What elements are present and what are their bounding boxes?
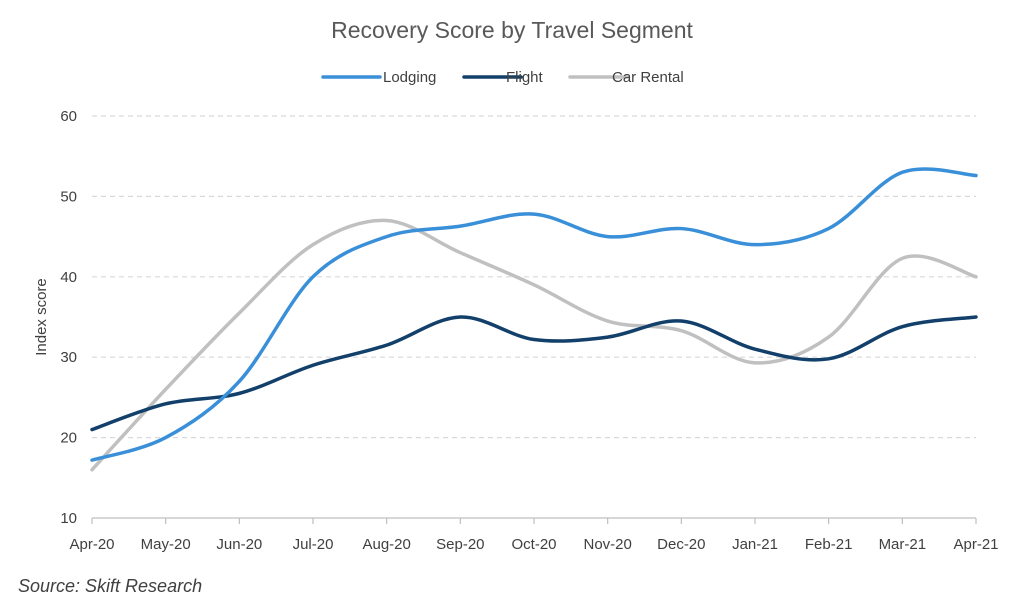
x-tick-label: Jan-21 xyxy=(732,536,778,553)
y-axis-ticks: 10 20 30 40 50 60 xyxy=(60,108,77,527)
data-point-car-rental xyxy=(165,389,166,390)
series-line-flight xyxy=(90,315,978,432)
series-line-car-rental xyxy=(90,218,978,472)
x-axis-ticks: Apr-20 May-20 Jun-20 Jul-20 Aug-20 Sep-20 Oct-… xyxy=(69,518,999,553)
x-tick-label: Nov-20 xyxy=(583,536,631,553)
data-point-car-rental xyxy=(313,244,314,245)
source-note: Source: Skift Research xyxy=(18,576,202,596)
x-tick-label: Dec-20 xyxy=(657,536,705,553)
data-point-lodging xyxy=(755,244,756,245)
y-tick-label: 30 xyxy=(60,349,77,366)
data-point-flight xyxy=(755,349,756,350)
data-point-car-rental xyxy=(755,362,756,363)
data-point-lodging xyxy=(607,236,608,237)
legend-label-lodging: Lodging xyxy=(383,69,436,86)
data-point-car-rental xyxy=(902,258,903,259)
legend-label-car-rental: Car Rental xyxy=(612,69,684,86)
data-point-flight xyxy=(165,403,166,404)
data-point-lodging xyxy=(239,381,240,382)
data-point-car-rental xyxy=(607,321,608,322)
data-point-flight xyxy=(681,321,682,322)
data-point-lodging xyxy=(681,228,682,229)
data-point-lodging xyxy=(976,175,977,176)
data-point-lodging xyxy=(92,460,93,461)
data-point-car-rental xyxy=(828,337,829,338)
x-tick-label: Apr-20 xyxy=(69,536,114,553)
y-tick-label: 50 xyxy=(60,188,77,205)
gridlines xyxy=(92,115,976,439)
y-tick-label: 60 xyxy=(60,108,77,125)
x-tick-label: Feb-21 xyxy=(805,536,853,553)
y-tick-label: 20 xyxy=(60,430,77,447)
data-point-flight xyxy=(313,365,314,366)
data-point-car-rental xyxy=(534,284,535,285)
data-point-flight xyxy=(902,326,903,327)
data-point-lodging xyxy=(386,236,387,237)
data-point-car-rental xyxy=(92,469,93,470)
data-point-flight xyxy=(386,345,387,346)
data-point-lodging xyxy=(313,276,314,277)
y-tick-label: 10 xyxy=(60,510,77,527)
series-lines xyxy=(90,167,978,472)
chart-title: Recovery Score by Travel Segment xyxy=(331,17,693,43)
x-tick-label: Aug-20 xyxy=(362,536,410,553)
data-point-flight xyxy=(239,393,240,394)
data-point-car-rental xyxy=(976,276,977,277)
x-tick-label: Sep-20 xyxy=(436,536,484,553)
legend-label-flight: Flight xyxy=(506,69,544,86)
data-point-car-rental xyxy=(681,330,682,331)
data-point-lodging xyxy=(165,437,166,438)
series-line-lodging xyxy=(90,167,978,462)
y-tick-label: 40 xyxy=(60,269,77,286)
legend: Lodging Flight Car Rental xyxy=(321,69,684,86)
y-axis-title: Index score xyxy=(33,278,50,356)
x-tick-label: Mar-21 xyxy=(879,536,927,553)
data-point-flight xyxy=(534,339,535,340)
data-point-flight xyxy=(92,429,93,430)
x-tick-label: May-20 xyxy=(141,536,191,553)
data-point-car-rental xyxy=(386,220,387,221)
data-point-flight xyxy=(460,317,461,318)
data-point-lodging xyxy=(460,226,461,227)
x-tick-label: Apr-21 xyxy=(953,536,998,553)
data-point-lodging xyxy=(534,214,535,215)
data-point-car-rental xyxy=(239,312,240,313)
data-point-car-rental xyxy=(460,252,461,253)
x-tick-label: Jul-20 xyxy=(293,536,334,553)
data-point-flight xyxy=(976,317,977,318)
data-point-lodging xyxy=(828,228,829,229)
data-point-flight xyxy=(828,358,829,359)
x-tick-label: Oct-20 xyxy=(511,536,556,553)
data-point-flight xyxy=(607,337,608,338)
x-tick-label: Jun-20 xyxy=(216,536,262,553)
data-point-lodging xyxy=(902,172,903,173)
